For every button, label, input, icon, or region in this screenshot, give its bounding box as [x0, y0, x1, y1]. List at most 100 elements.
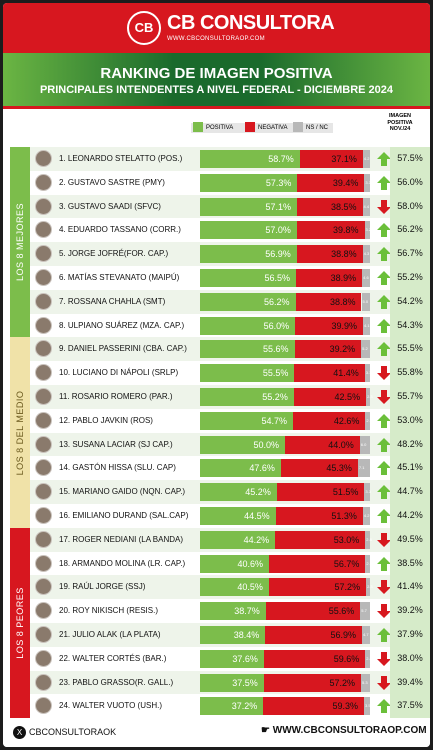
arrow-up-icon: [376, 437, 392, 453]
ranking-row: 20. ROY NIKISCH (RESIS.) 38.7% 55.6% 5.7 39.…: [30, 599, 430, 623]
candidate-name: 21. JULIO ALAK (LA PLATA): [59, 630, 161, 639]
footer-handle: CBCONSULTORAOK: [29, 726, 117, 737]
ranking-row: 4. EDUARDO TASSANO (CORR.) 57.0% 39.8% 3.2 5…: [30, 218, 430, 243]
avatar: [35, 578, 52, 596]
footer-url: WWW.CBCONSULTORAOP.COM: [272, 725, 427, 736]
infographic: CB CB CONSULTORA WWW.CBCONSULTORAOP.COM …: [3, 3, 430, 747]
label-ns: 3.3: [365, 179, 371, 185]
bar-positive: [200, 269, 297, 287]
bar-negative: [263, 697, 365, 716]
bar-ns: [365, 649, 370, 668]
bar-negative: [280, 459, 358, 478]
bar-positive: [200, 507, 276, 525]
arrow-down-icon: [376, 651, 392, 667]
group-segment: LOS 8 DEL MEDIO: [10, 337, 30, 528]
label-negative: 39.9%: [331, 320, 358, 331]
ranking-row: 18. ARMANDO MOLINA (LR. CAP.) 40.6% 56.7% 2…: [30, 551, 430, 576]
x-logo-icon: X: [13, 726, 26, 739]
label-ns: 5.7: [361, 608, 367, 614]
ranking-row: 19. RAÚL JORGE (SSJ) 40.5% 57.2% 2.3 41.4%: [30, 575, 430, 600]
label-ns: 3.3: [365, 489, 371, 495]
bar-negative: [293, 388, 367, 406]
arrow-up-icon: [376, 294, 392, 310]
label-negative: 45.3%: [326, 463, 352, 474]
group-sidebar: LOS 8 MEJORES LOS 8 DEL MEDIO LOS 8 PEORES: [10, 147, 30, 719]
candidate-name: 12. PABLO JAVKIN (ROS): [59, 415, 153, 425]
legend-swatch-positive: [193, 122, 203, 133]
previous-value: 54.2%: [390, 289, 430, 314]
ranking-row: 8. ULPIANO SUÁREZ (MZA. CAP.) 56.0% 39.9% 4…: [30, 313, 430, 338]
title-band: RANKING DE IMAGEN POSITIVA PRINCIPALES I…: [3, 53, 430, 109]
avatar: [35, 269, 52, 286]
previous-value: 55.7%: [390, 385, 430, 409]
label-ns: 3.2: [365, 227, 372, 233]
brand-name: CB CONSULTORA: [167, 12, 335, 34]
bar-negative: [294, 364, 365, 383]
label-positive: 57.0%: [265, 225, 291, 236]
label-negative: 55.6%: [328, 606, 355, 617]
label-ns: 5.2: [362, 346, 368, 352]
candidate-name: 5. JORGE JOFRÉ(FOR. CAP.): [59, 249, 169, 259]
avatar: [35, 649, 52, 667]
label-negative: 39.4%: [332, 177, 359, 188]
bar-positive: [200, 221, 297, 240]
arrow-down-icon: [376, 532, 392, 548]
previous-value: 54.3%: [390, 313, 430, 338]
bar-negative: [265, 602, 361, 621]
bar-ns: [365, 554, 370, 573]
label-negative: 42.6%: [333, 415, 360, 426]
candidate-name: 16. EMILIANO DURAND (SAL.CAP): [59, 511, 189, 520]
avatar: [35, 292, 52, 310]
previous-value: 37.5%: [390, 694, 430, 719]
arrow-up-icon: [376, 556, 392, 572]
label-ns: 2.7: [366, 560, 372, 566]
candidate-name: 19. RAÚL JORGE (SSJ): [59, 582, 146, 592]
bar-positive: [200, 649, 264, 668]
previous-value: 44.2%: [390, 504, 430, 528]
avatar: [35, 530, 52, 548]
label-negative: 59.6%: [333, 653, 360, 664]
bar-positive: [200, 245, 297, 264]
bar-ns: [364, 221, 370, 240]
arrow-up-icon: [376, 698, 392, 714]
label-positive: 37.6%: [232, 653, 258, 664]
candidate-name: 22. WALTER CORTÉS (BAR.): [59, 653, 167, 663]
avatar: [35, 340, 52, 358]
avatar: [35, 483, 52, 501]
brand-url: WWW.CBCONSULTORAOP.COM: [167, 36, 265, 42]
label-negative: 57.2%: [329, 677, 355, 688]
bar-positive: [200, 459, 281, 478]
label-ns: 4.2: [363, 156, 370, 161]
candidate-name: 24. WALTER VUOTO (USH.): [59, 701, 162, 711]
bar-negative: [265, 626, 362, 644]
bar-negative: [294, 340, 362, 359]
bar-positive: [200, 483, 277, 502]
previous-value: 39.4%: [390, 670, 430, 695]
bar-ns: [359, 435, 370, 454]
label-positive: 56.9%: [265, 249, 291, 260]
bar-negative: [295, 316, 364, 335]
avatar: [35, 554, 52, 572]
chart-subtitle: PRINCIPALES INTENDENTES A NIVEL FEDERAL …: [39, 84, 394, 96]
ranking-row: 5. JORGE JOFRÉ(FOR. CAP.) 56.9% 38.8% 4.3 56…: [30, 242, 430, 266]
previous-value: 53.0%: [390, 408, 430, 433]
label-ns: 4.6: [363, 275, 369, 280]
ranking-row: 7. ROSSANA CHAHLA (SMT) 56.2% 38.8% 5.0 54.2…: [30, 289, 430, 314]
bar-negative: [292, 411, 366, 430]
label-negative: 39.2%: [329, 344, 356, 355]
label-positive: 40.5%: [237, 582, 263, 593]
bar-negative: [268, 578, 367, 597]
candidate-name: 17. ROGER NEDIANI (LA BANDA): [59, 534, 184, 544]
ranking-row: 11. ROSARIO ROMERO (PAR.) 55.2% 42.5% 2.3 55…: [30, 385, 430, 409]
bar-negative: [275, 530, 366, 549]
footer-website: ☛ WWW.CBCONSULTORAOP.COM: [261, 725, 427, 736]
candidate-name: 18. ARMANDO MOLINA (LR. CAP.): [59, 558, 186, 568]
bar-positive: [200, 626, 266, 644]
label-positive: 54.7%: [261, 415, 287, 426]
ranking-row: 15. MARIANO GAIDO (NQN. CAP.) 45.2% 51.5% 3…: [30, 480, 430, 504]
label-negative: 56.9%: [330, 630, 356, 640]
bar-positive: [200, 316, 296, 335]
ranking-row: 1. LEONARDO STELATTO (POS.) 58.7% 37.1% 4.2…: [30, 147, 430, 171]
label-negative: 39.8%: [333, 225, 359, 236]
label-ns: 2.7: [366, 417, 372, 423]
